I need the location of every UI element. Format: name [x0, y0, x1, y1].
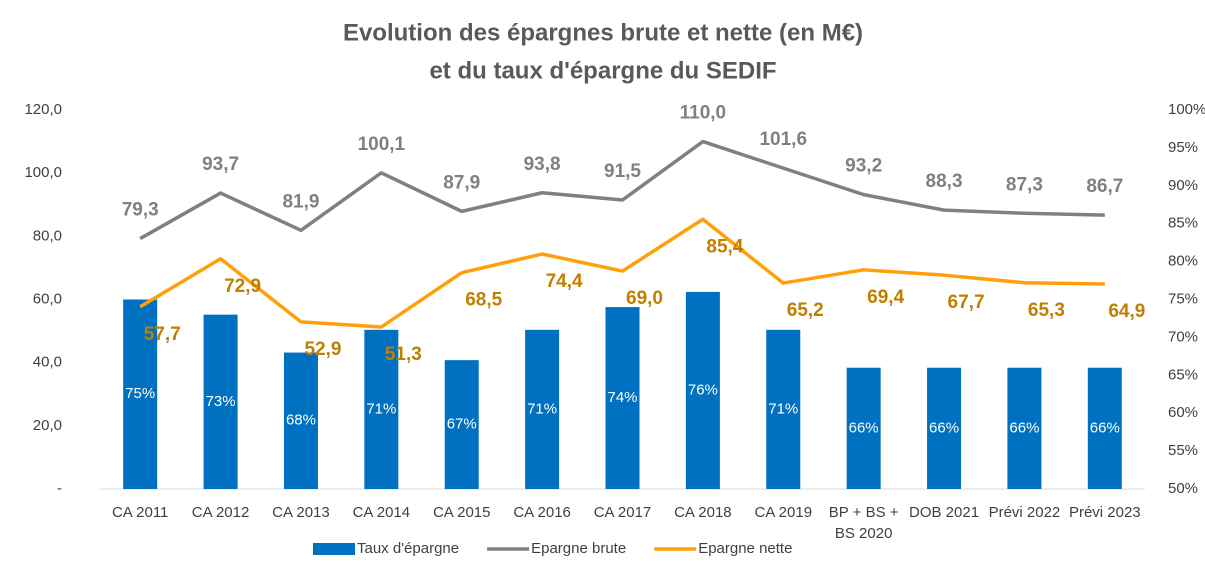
y-tick-label: 60,0 [33, 290, 62, 307]
line-value-label: 91,5 [604, 161, 641, 182]
x-tick-label: DOB 2021 [909, 504, 980, 521]
bar [846, 367, 881, 489]
bar-value-label: 76% [688, 381, 718, 398]
bar [685, 291, 720, 489]
line-value-label: 68,5 [465, 290, 502, 311]
line-value-label: 64,9 [1108, 301, 1145, 322]
line-value-label: 86,7 [1086, 176, 1123, 197]
x-tick-label: CA 2019 [754, 504, 813, 521]
y-tick-label: 100,0 [24, 164, 62, 181]
line-value-label: 57,7 [144, 324, 181, 345]
bar-value-label: 66% [849, 419, 879, 436]
y2-tick-label: 85% [1168, 215, 1198, 232]
x-tick-label: CA 2011 [111, 504, 169, 521]
line-value-label: 87,9 [443, 172, 480, 193]
x-tick-label: Prévi 2023 [1068, 504, 1141, 521]
bar [1087, 367, 1122, 489]
line [139, 217, 1105, 329]
bar-value-label: 67% [447, 416, 477, 433]
bar-value-label: 66% [929, 419, 959, 436]
y2-tick-label: 55% [1168, 442, 1198, 459]
x-tick-label: CA 2013 [272, 504, 330, 521]
line [139, 139, 1105, 241]
line-value-label: 87,3 [1006, 174, 1043, 195]
chart-title: et du taux d'épargne du SEDIF [429, 57, 776, 84]
y2-tick-label: 50% [1168, 480, 1198, 497]
bar [927, 367, 962, 489]
legend-swatch [313, 543, 355, 555]
y-tick-label: 20,0 [33, 417, 62, 434]
line-value-label: 93,8 [524, 154, 561, 175]
line-value-label: 69,0 [626, 288, 663, 309]
legend-label: Taux d'épargne [357, 540, 459, 557]
bar-value-label: 66% [1009, 419, 1039, 436]
line-value-label: 101,6 [759, 129, 807, 150]
line-value-label: 88,3 [926, 171, 963, 192]
bar [766, 329, 801, 489]
x-tick-label: CA 2014 [352, 504, 411, 521]
y2-tick-label: 95% [1168, 139, 1198, 156]
line-value-label: 93,7 [202, 154, 239, 175]
bar [605, 307, 640, 489]
line-value-label: 52,9 [304, 339, 341, 360]
y2-tick-label: 65% [1168, 366, 1198, 383]
line-value-label: 110,0 [680, 103, 727, 124]
x-tick-label: CA 2017 [593, 504, 652, 521]
y-tick-label: 40,0 [33, 354, 62, 371]
line-value-label: 69,4 [867, 287, 904, 308]
bar-value-label: 71% [768, 400, 798, 417]
line-value-label: 79,3 [122, 200, 159, 221]
x-tick-label: CA 2012 [191, 504, 250, 521]
y-tick-label: 120,0 [24, 101, 62, 118]
line-value-label: 100,1 [358, 134, 406, 155]
line-value-label: 72,9 [224, 276, 261, 297]
line-value-label: 74,4 [546, 271, 583, 292]
y2-tick-label: 75% [1168, 290, 1198, 307]
y-tick-label: 80,0 [33, 227, 62, 244]
x-tick-label: CA 2016 [513, 504, 571, 521]
x-tick-label: BP + BS + BS 2020 [828, 504, 899, 542]
y2-tick-label: 70% [1168, 328, 1198, 345]
bar [525, 329, 560, 489]
bar [444, 360, 479, 489]
bar [123, 299, 158, 489]
bar-value-label: 71% [527, 400, 557, 417]
line-value-label: 67,7 [948, 292, 985, 313]
line-value-label: 81,9 [282, 191, 319, 212]
bar [1007, 367, 1042, 489]
y2-tick-label: 60% [1168, 404, 1198, 421]
bar [364, 329, 399, 489]
bar-value-label: 68% [286, 412, 316, 429]
y2-tick-label: 100% [1168, 101, 1205, 118]
bar-value-label: 75% [125, 385, 155, 402]
y2-tick-label: 90% [1168, 177, 1198, 194]
x-tick-label: CA 2015 [432, 504, 491, 521]
line-value-label: 65,3 [1028, 300, 1065, 321]
x-tick-label: Prévi 2022 [988, 504, 1061, 521]
y-tick-label: - [57, 480, 62, 497]
bar [283, 352, 318, 489]
legend-label: Epargne nette [698, 540, 792, 557]
bar-value-label: 73% [206, 393, 236, 410]
bar-value-label: 71% [366, 400, 396, 417]
legend-label: Epargne brute [531, 540, 626, 557]
bar [203, 314, 238, 489]
y2-tick-label: 80% [1168, 253, 1198, 270]
line-value-label: 93,2 [845, 156, 882, 177]
line-value-label: 65,2 [787, 300, 824, 321]
x-tick-label: CA 2018 [674, 504, 732, 521]
bar-value-label: 66% [1090, 419, 1120, 436]
bar-value-label: 74% [607, 389, 637, 406]
chart-title: Evolution des épargnes brute et nette (e… [343, 19, 863, 46]
line-value-label: 85,4 [706, 236, 743, 257]
line-value-label: 51,3 [385, 344, 422, 365]
